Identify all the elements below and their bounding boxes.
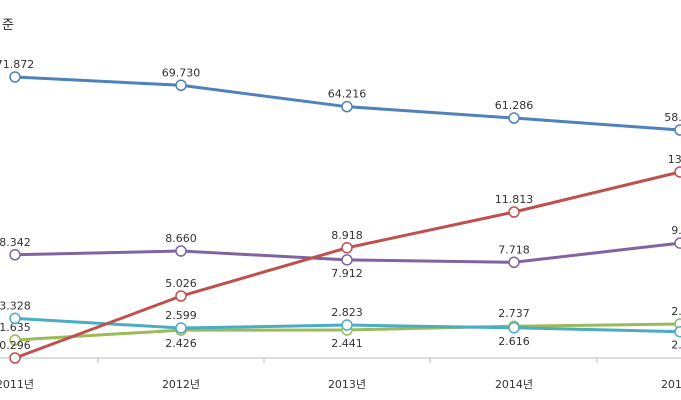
- data-label-cyan: 2.616: [498, 335, 530, 348]
- data-point-red: [9, 352, 21, 364]
- data-label-cyan: 2.823: [331, 306, 363, 319]
- data-label-blue: 69.730: [162, 66, 201, 79]
- data-point-purple: [175, 245, 187, 257]
- data-point-purple: [9, 249, 21, 261]
- data-label-green: 2.9: [671, 305, 681, 318]
- data-label-green: 2.441: [331, 337, 363, 350]
- data-label-blue: 61.286: [495, 99, 534, 112]
- data-label-blue: 71.872: [0, 58, 34, 71]
- data-point-cyan: [341, 319, 353, 331]
- data-label-purple: 7.718: [498, 243, 530, 256]
- data-point-cyan: [175, 322, 187, 334]
- data-label-green: 1.635: [0, 321, 31, 334]
- x-tick-label: 2014년: [495, 378, 533, 391]
- data-label-purple: 8.660: [165, 232, 197, 245]
- data-label-green: 2.426: [165, 337, 197, 350]
- data-label-purple: 8.342: [0, 236, 31, 249]
- data-point-red: [341, 242, 353, 254]
- data-point-red: [175, 290, 187, 302]
- data-label-red: 13.9: [668, 153, 681, 166]
- chart-title: 준: [2, 18, 14, 33]
- data-point-blue: [175, 79, 187, 92]
- data-point-blue: [508, 112, 520, 124]
- data-point-red: [674, 166, 681, 178]
- data-point-purple: [508, 256, 520, 269]
- data-point-purple: [674, 237, 681, 249]
- data-point-purple: [341, 254, 353, 266]
- data-label-red: 8.918: [331, 229, 363, 242]
- data-label-blue: 64.216: [328, 88, 367, 101]
- data-label-cyan: 2.599: [165, 309, 197, 322]
- data-label-cyan: 3.328: [0, 299, 31, 312]
- data-point-cyan: [9, 312, 21, 325]
- x-tick-label: 2012년: [162, 378, 200, 391]
- data-point-blue: [9, 71, 21, 83]
- data-point-cyan: [674, 325, 681, 338]
- data-label-cyan: 2.3: [671, 339, 681, 352]
- x-tick-label: 2011년: [0, 378, 34, 391]
- data-label-purple: 9.3: [671, 224, 681, 237]
- data-point-blue: [674, 124, 681, 136]
- data-point-cyan: [508, 322, 520, 334]
- x-tick-label: 2013년: [328, 378, 366, 391]
- data-label-red: 11.813: [495, 193, 534, 206]
- data-label-red: 0.296: [0, 339, 31, 352]
- data-label-purple: 7.912: [331, 267, 363, 280]
- data-label-green: 2.737: [498, 307, 530, 320]
- data-point-green: [9, 334, 21, 346]
- data-point-blue: [341, 100, 353, 113]
- data-point-red: [508, 206, 520, 218]
- data-label-red: 5.026: [165, 277, 197, 290]
- x-tick-label: 2015년: [661, 378, 681, 391]
- data-label-blue: 58.20: [664, 111, 681, 124]
